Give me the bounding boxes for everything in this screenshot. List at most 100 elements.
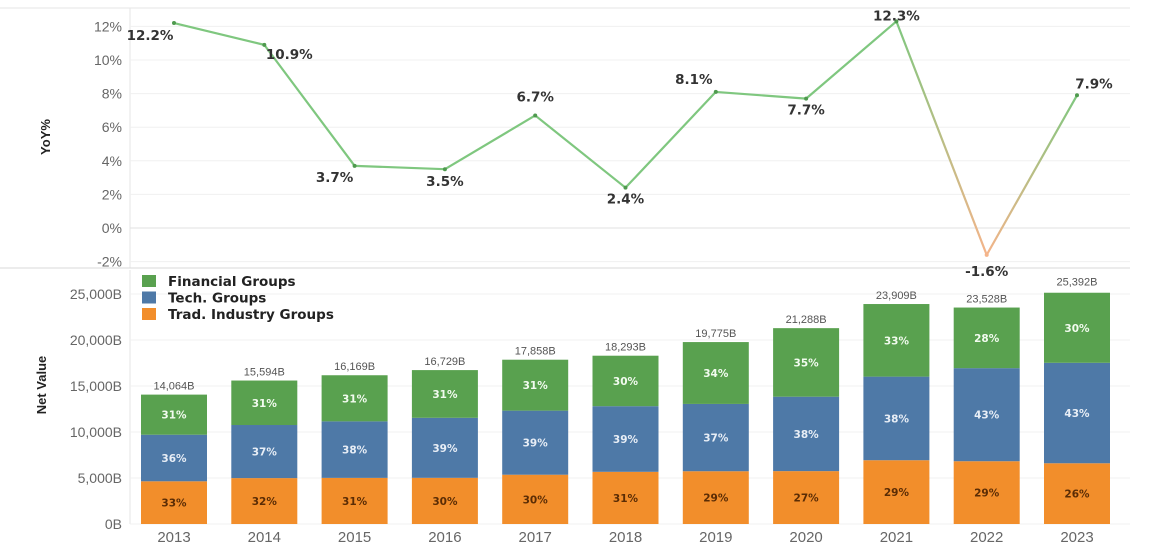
- legend-swatch: [142, 308, 156, 320]
- bar-segment: [1044, 362, 1110, 464]
- bar-segment: [773, 328, 840, 397]
- yoy-line-segment: [985, 94, 1079, 256]
- bar-segment-label: 30%: [1064, 323, 1090, 335]
- yoy-point: [172, 21, 176, 26]
- bar-segment: [592, 355, 659, 407]
- bar-segment-label: 31%: [432, 389, 458, 401]
- bar-total-label: 16,169B: [334, 361, 375, 373]
- bar-segment: [1044, 463, 1110, 524]
- bar-segment: [592, 471, 659, 524]
- bar-segment: [411, 417, 478, 478]
- legend-item-label: Financial Groups: [168, 274, 296, 290]
- yoy-line-segment: [353, 164, 446, 171]
- bar-total-label: 23,528B: [966, 294, 1007, 306]
- bar-segment: [411, 370, 478, 418]
- value-tick-label: 20,000B: [70, 332, 122, 348]
- yoy-line-segment: [172, 21, 266, 46]
- bar-segment: [231, 380, 298, 426]
- bar-segment: [321, 477, 388, 524]
- bar-segment-label: 31%: [613, 493, 639, 505]
- bar-segment: [321, 375, 388, 422]
- yoy-point: [623, 185, 628, 190]
- bar-segment: [773, 471, 840, 524]
- yoy-data-label: 12.3%: [873, 8, 920, 24]
- x-tick-label: 2016: [428, 529, 461, 546]
- bar-segment-label: 29%: [884, 487, 910, 499]
- bar-segment-label: 39%: [523, 438, 549, 450]
- bar-segment-label: 31%: [252, 398, 278, 410]
- x-tick-label: 2017: [519, 529, 552, 546]
- yoy-point: [1075, 93, 1079, 98]
- bar-segment-label: 31%: [342, 496, 368, 508]
- bar-segment-label: 38%: [342, 445, 368, 457]
- yoy-data-label: 12.2%: [127, 28, 174, 44]
- value-tick-label: 0B: [105, 516, 122, 532]
- bar-segment-label: 32%: [252, 496, 278, 508]
- bar-segment: [141, 394, 207, 435]
- bar-segment: [682, 471, 749, 524]
- value-tick-label: 15,000B: [70, 378, 122, 394]
- bar-segment: [592, 406, 659, 472]
- yoy-point: [352, 163, 357, 168]
- yoy-point: [533, 113, 538, 118]
- bar-segment-label: 43%: [1064, 408, 1090, 420]
- bar-segment-label: 39%: [613, 434, 639, 446]
- bar-total-label: 18,293B: [605, 342, 646, 354]
- bar-segment: [411, 477, 478, 524]
- bar-segment: [953, 461, 1020, 524]
- yoy-data-label: -1.6%: [965, 264, 1009, 280]
- bar-segment: [953, 368, 1020, 462]
- yoy-tick-label: 0%: [102, 220, 122, 236]
- legend-swatch: [142, 291, 156, 304]
- bar-segment: [321, 421, 388, 478]
- yoy-point: [984, 252, 989, 257]
- yoy-data-label: 3.7%: [316, 170, 354, 186]
- yoy-data-label: 3.5%: [426, 174, 464, 190]
- yoy-tick-label: -2%: [97, 254, 122, 270]
- bar-segment-label: 31%: [523, 380, 549, 392]
- bar-total-label: 17,858B: [515, 346, 556, 358]
- yoy-point: [894, 19, 899, 24]
- bar-segment-label: 35%: [794, 357, 820, 369]
- bar-segment: [863, 376, 930, 461]
- yoy-line-segment: [895, 20, 988, 256]
- x-tick-label: 2021: [880, 529, 913, 546]
- yoy-data-label: 10.9%: [266, 47, 313, 63]
- bar-segment: [141, 434, 207, 482]
- x-tick-label: 2023: [1060, 529, 1093, 546]
- bar-segment: [773, 396, 840, 472]
- bar-segment-label: 37%: [252, 447, 278, 459]
- yoy-tick-label: 10%: [94, 52, 122, 68]
- yoy-data-label: 7.9%: [1075, 76, 1113, 92]
- yoy-point: [442, 167, 447, 172]
- bar-segment-label: 26%: [1064, 489, 1090, 501]
- value-tick-label: 10,000B: [70, 424, 122, 440]
- bar-segment-label: 28%: [974, 333, 1000, 345]
- legend-item-label: Trad. Industry Groups: [168, 307, 334, 323]
- x-tick-label: 2020: [789, 529, 822, 546]
- bar-segment: [863, 460, 930, 524]
- bar-segment: [141, 481, 207, 524]
- bar-segment: [502, 410, 569, 475]
- bar-total-label: 16,729B: [424, 356, 465, 368]
- yoy-axis-title: YoY%: [38, 119, 53, 155]
- bar-total-label: 19,775B: [695, 328, 736, 340]
- yoy-tick-label: 4%: [102, 153, 122, 169]
- legend-item-label: Tech. Groups: [168, 291, 266, 307]
- bar-segment: [502, 474, 569, 524]
- yoy-line-segment: [443, 114, 537, 171]
- yoy-tick-label: 8%: [102, 86, 122, 102]
- value-tick-label: 25,000B: [70, 286, 122, 302]
- yoy-point: [262, 42, 267, 47]
- bar-segment-label: 29%: [703, 493, 729, 505]
- bar-segment-label: 36%: [161, 453, 187, 465]
- bar-segment: [502, 359, 569, 411]
- yoy-data-label: 8.1%: [675, 72, 713, 88]
- yoy-point: [804, 96, 809, 101]
- x-tick-label: 2018: [609, 529, 642, 546]
- yoy-line-segment: [263, 43, 356, 167]
- bar-segment-label: 30%: [432, 496, 458, 508]
- bar-segment-label: 33%: [884, 335, 910, 347]
- legend-swatch: [142, 275, 156, 287]
